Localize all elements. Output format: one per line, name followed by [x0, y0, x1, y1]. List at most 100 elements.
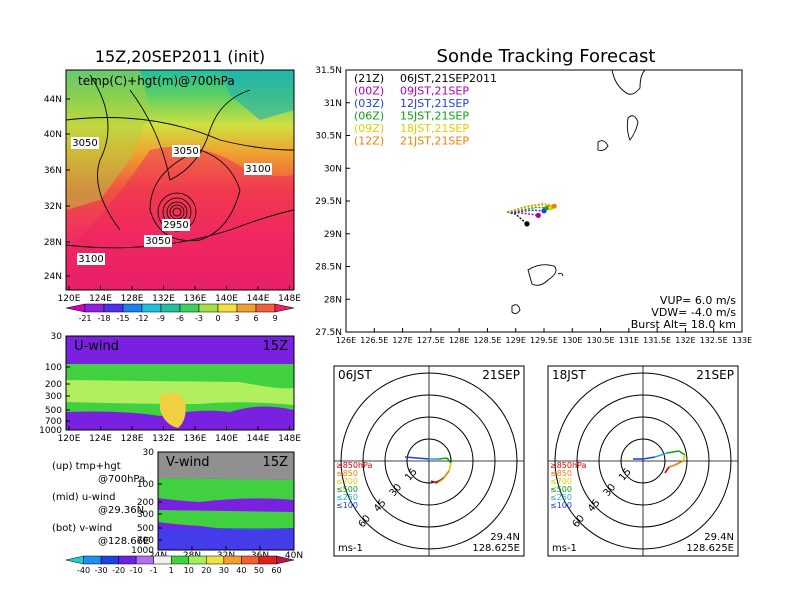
track-lon-tick: 132.5E: [700, 336, 728, 345]
uwind-p-tick: 700: [45, 417, 62, 427]
uwind-p-tick: 100: [45, 363, 62, 373]
hodo-level: ≤250: [336, 493, 358, 502]
track-lon-tick: 128E: [449, 336, 469, 345]
hodo-level: ≤850: [550, 469, 572, 478]
uwind-lon-tick: 140E: [215, 434, 238, 444]
colorbar-label: -20: [112, 566, 125, 575]
legend-label: 09JST,21SEP: [400, 85, 469, 98]
wind-colorbar: -40 -30 -20 -10 -1 1 10 20 30 40 50 60: [65, 555, 295, 575]
contour-label: 3050: [145, 236, 170, 247]
vwind-p-tick: 1000: [131, 546, 154, 556]
colorbar-swatch: [65, 303, 86, 313]
map-lon-tick: 132E: [152, 294, 175, 304]
map-lat-tick: 28N: [44, 238, 62, 248]
track-lon-ticks: 126E 126.5E 127E 127.5E 128E 128.5E 129E 129.5E…: [336, 328, 752, 345]
colorbar-swatch: [65, 555, 84, 565]
track-series-line: [507, 202, 555, 213]
contour-label: 3050: [173, 146, 198, 157]
hodo-trace-segment: [666, 450, 680, 454]
hodo-units: ms-1: [552, 543, 577, 554]
vwind-p-tick: 500: [137, 524, 154, 534]
track-lines: [507, 202, 557, 227]
vwind-p-tick: 200: [137, 498, 154, 508]
colorbar-swatch: [141, 303, 162, 313]
note-line2: @29.36N: [98, 505, 144, 516]
map-label: temp(C)+hgt(m)@700hPa: [78, 74, 235, 88]
hodo-trace-segment: [664, 466, 670, 474]
colorbar-swatch: [84, 303, 105, 313]
track-lon-tick: 129E: [506, 336, 526, 345]
note-line1: (up) tmp+hgt: [52, 461, 121, 472]
map-lon-tick: 124E: [89, 294, 112, 304]
colorbar-swatch: [241, 555, 260, 565]
map-lat-tick: 24N: [44, 272, 62, 282]
hodo-level: ≤850: [336, 469, 358, 478]
vwind-time: 15Z: [263, 455, 289, 470]
colorbar-label: -10: [130, 566, 143, 575]
vwind-lat-tick: 40N: [285, 551, 303, 561]
vwind-p-tick: 30: [143, 448, 155, 458]
track-lon-tick: 129.5E: [530, 336, 558, 345]
map-panel: temp(C)+hgt(m)@700hPa 305030503100295030…: [44, 69, 301, 304]
map-lon-tick: 120E: [58, 294, 81, 304]
hodo-date: 21SEP: [696, 368, 734, 382]
hodo-trace-segment: [448, 462, 452, 472]
track-lon-tick: 127.5E: [417, 336, 445, 345]
colorbar-swatch: [122, 303, 143, 313]
uwind-p-tick: 1000: [39, 426, 62, 436]
colorbar-label: -40: [77, 566, 90, 575]
colorbar-swatch: [188, 555, 207, 565]
hodo-trace-segment: [682, 454, 686, 462]
uwind-p-tick: 200: [45, 380, 62, 390]
map-lon-tick: 144E: [247, 294, 270, 304]
uwind-lon-tick: 136E: [184, 434, 207, 444]
colorbar-label: -9: [157, 314, 165, 323]
map-lat-tick: 40N: [44, 130, 62, 140]
vup-readout: VUP= 6.0 m/s: [660, 294, 736, 307]
colorbar-swatch: [258, 555, 277, 565]
legend-label: 21JST,21SEP: [400, 135, 469, 148]
hodo-date: 21SEP: [482, 368, 520, 382]
track-lon-tick: 130E: [562, 336, 582, 345]
colorbar-label: -15: [116, 314, 129, 323]
contour-label-bg: [172, 145, 200, 157]
colorbar-label: 60: [271, 566, 281, 575]
colorbar-label: 20: [201, 566, 211, 575]
colorbar-label: 6: [253, 314, 258, 323]
panel-notes: (up) tmp+hgt @700hPa (mid) u-wind @29.36N (b…: [52, 461, 149, 547]
colorbar-label: 1: [169, 566, 174, 575]
track-lat-tick: 29.5N: [315, 197, 342, 207]
contour-label-bg: [77, 253, 105, 265]
uwind-p-tick: 300: [45, 392, 62, 402]
hodo-trace-segment: [642, 456, 656, 460]
hodo-level: ≥850hPa: [336, 461, 373, 470]
uwind-lon-tick: 124E: [89, 434, 112, 444]
uwind-label: U-wind: [74, 339, 119, 354]
colorbar-swatch: [217, 303, 238, 313]
legend-code: (00Z): [354, 85, 384, 98]
legend-code: (03Z): [354, 97, 384, 110]
note-line2: @700hPa: [98, 474, 145, 485]
legend-code: (06Z): [354, 110, 384, 123]
hodo-level: ≤700: [550, 477, 572, 486]
map-colorbar: -21 -18 -15 -12 -9 -6 -3 0 3 6 9: [65, 303, 295, 323]
track-lon-tick: 128.5E: [473, 336, 501, 345]
colorbar-swatch: [83, 555, 102, 565]
colorbar-label: -1: [150, 566, 158, 575]
colorbar-swatch: [255, 303, 276, 313]
track-lat-tick: 31.5N: [315, 66, 342, 76]
hodo-time: 06JST: [338, 368, 372, 382]
colorbar-swatch: [179, 303, 200, 313]
contour-label: 3050: [72, 138, 97, 149]
right-title: Sonde Tracking Forecast: [437, 46, 656, 67]
hodo-trace-segment: [678, 450, 686, 456]
colorbar-swatch: [118, 555, 137, 565]
map-lon-tick: 140E: [215, 294, 238, 304]
note-line1: (mid) u-wind: [52, 492, 115, 503]
hodo-trace-segment: [430, 480, 438, 484]
map-lat-tick: 44N: [44, 95, 62, 105]
hodo-level: ≤500: [550, 485, 572, 494]
